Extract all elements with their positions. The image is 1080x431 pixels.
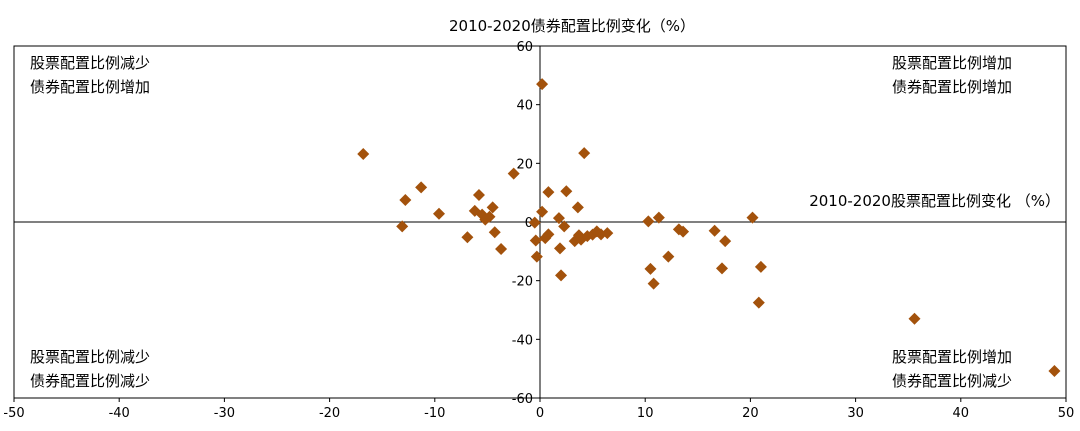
quadrant-top-left-line2: 债券配置比例增加 bbox=[30, 78, 150, 96]
y-tick-label: 0 bbox=[525, 216, 533, 231]
data-point bbox=[1048, 365, 1061, 378]
y-tick-label: -60 bbox=[512, 392, 533, 407]
y-tick-label: 60 bbox=[516, 40, 533, 55]
data-points bbox=[357, 78, 1061, 378]
data-point bbox=[488, 226, 501, 239]
data-point bbox=[708, 224, 721, 237]
data-point bbox=[472, 189, 485, 202]
data-point bbox=[553, 242, 566, 255]
data-point bbox=[415, 181, 428, 194]
x-tick-label: -30 bbox=[214, 406, 235, 421]
data-point bbox=[754, 260, 767, 273]
x-tick-label: -10 bbox=[424, 406, 445, 421]
data-point bbox=[601, 227, 614, 240]
data-point bbox=[536, 205, 549, 218]
data-point bbox=[542, 186, 555, 199]
quadrant-bottom-right-line2: 债券配置比例减少 bbox=[892, 372, 1012, 390]
y-tick-label: 20 bbox=[516, 157, 533, 172]
data-point bbox=[399, 194, 412, 206]
quadrant-bottom-left-line1: 股票配置比例减少 bbox=[30, 348, 150, 366]
x-tick-label: 50 bbox=[1058, 406, 1075, 421]
data-point bbox=[483, 210, 496, 223]
data-point bbox=[746, 211, 759, 224]
quadrant-top-right-line1: 股票配置比例增加 bbox=[892, 54, 1012, 72]
data-point bbox=[662, 250, 675, 263]
data-point bbox=[571, 201, 584, 214]
data-point bbox=[642, 215, 655, 228]
data-point bbox=[558, 220, 571, 233]
x-tick-label: 0 bbox=[536, 406, 544, 421]
data-point bbox=[461, 231, 474, 244]
data-point bbox=[715, 262, 728, 275]
y-tick-label: -20 bbox=[512, 275, 533, 290]
x-tick-label: -20 bbox=[319, 406, 340, 421]
x-tick-label: -40 bbox=[109, 406, 130, 421]
data-point bbox=[536, 78, 549, 91]
data-point bbox=[507, 167, 520, 180]
axes: -60 -40 -20 0 20 40 60 -50 -40 -30 -20 -10 0 10 20 30 40… bbox=[3, 40, 1074, 421]
chart-title: 2010-2020债券配置比例变化（%） bbox=[449, 17, 695, 35]
x-axis-title: 2010-2020股票配置比例变化 （%） bbox=[809, 192, 1060, 210]
data-point bbox=[530, 250, 543, 263]
x-tick-label: 10 bbox=[637, 406, 654, 421]
x-tick-label: 20 bbox=[742, 406, 759, 421]
data-point bbox=[647, 277, 660, 290]
data-point bbox=[529, 234, 542, 247]
y-tick-label: -40 bbox=[512, 333, 533, 348]
data-point bbox=[555, 269, 568, 282]
x-tick-label: 30 bbox=[847, 406, 864, 421]
data-point bbox=[560, 185, 573, 198]
data-point bbox=[752, 296, 765, 309]
data-point bbox=[552, 212, 565, 225]
y-tick-label: 40 bbox=[516, 99, 533, 114]
data-point bbox=[357, 147, 370, 160]
data-point bbox=[908, 312, 921, 325]
data-point bbox=[396, 220, 409, 233]
x-tick-label: 40 bbox=[953, 406, 970, 421]
data-point bbox=[677, 225, 690, 238]
quadrant-top-left-line1: 股票配置比例减少 bbox=[30, 54, 150, 72]
quadrant-bottom-right-line1: 股票配置比例增加 bbox=[892, 348, 1012, 366]
x-tick-label: -50 bbox=[3, 406, 24, 421]
data-point bbox=[495, 242, 508, 255]
quadrant-top-right-line2: 债券配置比例增加 bbox=[892, 78, 1012, 96]
data-point bbox=[542, 228, 555, 241]
data-point bbox=[644, 262, 657, 275]
data-point bbox=[719, 235, 732, 248]
data-point bbox=[578, 147, 591, 160]
data-point bbox=[486, 201, 499, 214]
data-point bbox=[528, 216, 541, 229]
data-point bbox=[433, 207, 446, 220]
data-point bbox=[652, 211, 665, 224]
quadrant-bottom-left-line2: 债券配置比例减少 bbox=[30, 372, 150, 390]
